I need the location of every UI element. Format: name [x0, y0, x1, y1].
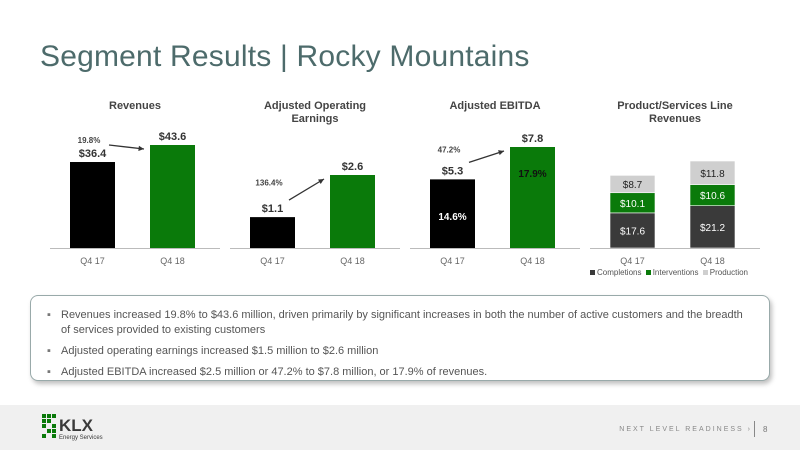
tagline-text: NEXT LEVEL READINESS [619, 426, 744, 433]
bar [150, 145, 195, 248]
legend-label: Completions [597, 268, 642, 277]
bullet-list: Revenues increased 19.8% to $43.6 millio… [31, 296, 769, 380]
data-label: $2.6 [342, 161, 363, 173]
slide-title: Segment Results | Rocky Mountains [40, 40, 530, 73]
growth-label: 136.4% [255, 179, 282, 188]
x-tick-label: Q4 18 [340, 256, 365, 266]
bullet-item: Revenues increased 19.8% to $43.6 millio… [47, 308, 753, 338]
legend-item-production: Production [702, 268, 748, 277]
footer-bar [0, 405, 800, 450]
growth-arrow-head [138, 145, 144, 151]
footer-divider [754, 421, 755, 437]
growth-arrow-line [288, 178, 325, 201]
chart-title: Adjusted EBITDA [449, 100, 541, 112]
legend-swatch [645, 270, 651, 276]
klx-logo: KLX Energy Services [42, 414, 103, 441]
growth-arrow-head [498, 150, 504, 156]
revenues-plot: $36.4 Q4 17 $43.6 Q4 18 19.8% [50, 131, 220, 266]
x-tick-label: Q4 17 [620, 256, 645, 266]
bar-segment [689, 160, 736, 185]
bar [430, 179, 475, 248]
legend-item-completions: Completions [590, 268, 641, 277]
data-label: $43.6 [159, 131, 187, 143]
chart-title: Revenues [109, 100, 161, 112]
revenues-chart: Revenues $36.4 Q4 17 $43.6 Q4 18 19.8% [50, 100, 220, 275]
x-tick-label: Q4 18 [700, 256, 725, 266]
margin-label: 17.9% [518, 169, 546, 180]
segment-label: $10.1 [620, 199, 645, 210]
x-tick-label: Q4 18 [160, 256, 185, 266]
data-label: $36.4 [79, 148, 107, 160]
logo-text: KLX [59, 416, 94, 435]
segment-label: $11.8 [700, 169, 725, 180]
chart-title: Product/Services Line Revenues [617, 100, 733, 125]
chevron-right-icon: › [747, 426, 752, 433]
adjusted-ebitda-plot: $5.3 Q4 17 $7.8 Q4 18 47.2% 14.6% 17.9% [410, 133, 580, 266]
bar [330, 175, 375, 248]
chart-title: Adjusted Operating Earnings [263, 100, 367, 125]
segment-label: $17.6 [620, 226, 645, 237]
bar [250, 217, 295, 248]
x-tick-label: Q4 17 [260, 256, 285, 266]
chart-legend: Completions Interventions Production [590, 268, 750, 277]
logo-subtext: Energy Services [59, 435, 103, 441]
summary-box: Revenues increased 19.8% to $43.6 millio… [30, 295, 770, 381]
data-label: $1.1 [262, 203, 283, 215]
legend-swatch [590, 270, 595, 276]
segment-label: $8.7 [623, 180, 643, 191]
growth-arrow-head [318, 179, 324, 185]
growth-arrow-line [468, 150, 505, 163]
bullet-item: Adjusted operating earnings increased $1… [47, 344, 753, 359]
product-services-line-revenues-chart: Product/Services Line Revenues $17.6 $10.… [590, 100, 760, 275]
bar [510, 147, 555, 248]
page-number: 8 [763, 425, 768, 434]
adjusted-operating-earnings-plot: $1.1 Q4 17 $2.6 Q4 18 136.4% [230, 161, 400, 266]
adjusted-ebitda-chart: Adjusted EBITDA $5.3 Q4 17 $7.8 Q4 18 47.2% 1… [410, 100, 580, 275]
x-tick-label: Q4 17 [80, 256, 105, 266]
x-tick-label: Q4 17 [440, 256, 465, 266]
legend-label: Production [709, 268, 748, 277]
bar-segment [609, 175, 656, 194]
growth-label: 19.8% [78, 136, 101, 145]
bullet-item: Adjusted EBITDA increased $2.5 million o… [47, 365, 753, 380]
x-tick-label: Q4 18 [520, 256, 545, 266]
footer-tagline: NEXT LEVEL READINESS › [619, 426, 752, 433]
legend-label: Interventions [652, 268, 699, 277]
legend-swatch [702, 270, 708, 276]
adjusted-operating-earnings-chart: Adjusted Operating Earnings $1.1 Q4 17 $2.… [230, 100, 400, 275]
segment-label: $10.6 [700, 191, 725, 202]
growth-label: 47.2% [438, 146, 461, 155]
bar [70, 162, 115, 248]
segment-label: $21.2 [700, 223, 725, 234]
data-label: $5.3 [442, 165, 463, 177]
margin-label: 14.6% [438, 212, 466, 223]
legend-item-interventions: Interventions [645, 268, 699, 277]
product-services-line-revenues-plot: $17.6 $10.1 $8.7 Q4 17 $21.2 $10.6 $11.8 Q4 18 [590, 160, 760, 266]
data-label: $7.8 [522, 133, 543, 145]
growth-arrow-line [108, 144, 145, 150]
